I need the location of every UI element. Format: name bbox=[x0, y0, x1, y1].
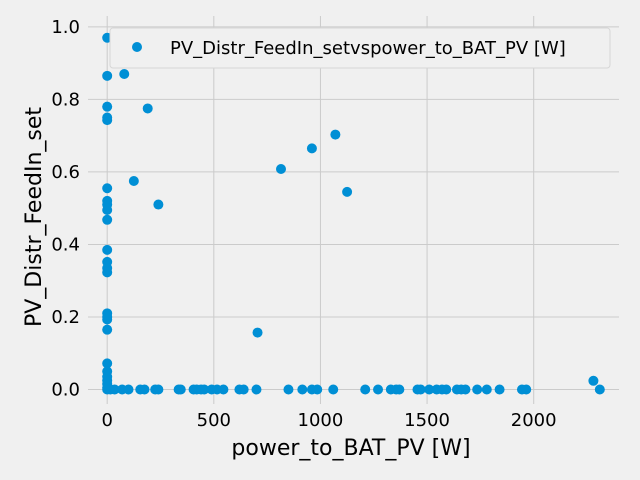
y-axis-label: PV_Distr_FeedIn_set bbox=[22, 107, 47, 327]
data-point bbox=[283, 384, 294, 395]
data-point bbox=[128, 175, 139, 186]
x-tick-label: 1500 bbox=[404, 410, 450, 431]
y-tick-label: 0.0 bbox=[51, 379, 80, 400]
data-point bbox=[251, 384, 262, 395]
data-point bbox=[218, 384, 229, 395]
data-point bbox=[153, 199, 164, 210]
data-point bbox=[102, 183, 113, 194]
data-point bbox=[306, 143, 317, 154]
y-tick-label: 0.6 bbox=[51, 162, 80, 183]
data-point bbox=[594, 384, 605, 395]
legend-marker bbox=[132, 42, 142, 52]
data-point bbox=[275, 164, 286, 175]
data-point bbox=[521, 384, 532, 395]
data-point bbox=[175, 384, 186, 395]
data-point bbox=[481, 384, 492, 395]
data-point bbox=[123, 384, 134, 395]
data-point bbox=[330, 129, 341, 140]
x-tick-label: 2000 bbox=[511, 410, 557, 431]
data-points bbox=[102, 32, 605, 395]
data-point bbox=[139, 384, 150, 395]
data-point bbox=[102, 358, 113, 369]
data-point bbox=[102, 101, 113, 112]
data-point bbox=[360, 384, 371, 395]
data-point bbox=[394, 384, 405, 395]
data-point bbox=[424, 384, 435, 395]
data-point bbox=[102, 324, 113, 335]
data-point bbox=[252, 327, 263, 338]
data-point bbox=[102, 244, 113, 255]
data-point bbox=[102, 214, 113, 225]
data-point bbox=[342, 186, 353, 197]
data-point bbox=[102, 314, 113, 325]
data-point bbox=[153, 384, 164, 395]
data-point bbox=[297, 384, 308, 395]
data-point bbox=[588, 375, 599, 386]
grid-lines bbox=[88, 16, 619, 404]
y-tick-label: 1.0 bbox=[51, 17, 80, 38]
data-point bbox=[415, 384, 426, 395]
data-point bbox=[373, 384, 384, 395]
data-point bbox=[328, 384, 339, 395]
y-tick-label: 0.4 bbox=[51, 234, 80, 255]
data-point bbox=[102, 205, 113, 215]
data-point bbox=[119, 69, 130, 80]
y-tick-label: 0.8 bbox=[51, 89, 80, 110]
y-tick-labels: 0.0 0.2 0.4 0.6 0.8 1.0 bbox=[51, 17, 80, 401]
data-point bbox=[102, 267, 113, 278]
data-point bbox=[102, 70, 113, 81]
data-point bbox=[472, 384, 483, 395]
data-point bbox=[312, 384, 323, 395]
plot-area bbox=[88, 16, 619, 404]
legend: PV_Distr_FeedIn_setvspower_to_BAT_PV [W] bbox=[109, 27, 611, 69]
x-tick-label: 500 bbox=[197, 410, 231, 431]
x-axis-label: power_to_BAT_PV [W] bbox=[231, 436, 470, 461]
x-tick-labels: 0 500 1000 1500 2000 bbox=[101, 410, 556, 431]
x-tick-label: 1000 bbox=[298, 410, 344, 431]
data-point bbox=[494, 384, 505, 395]
data-point bbox=[199, 384, 210, 395]
data-point bbox=[460, 384, 471, 395]
data-point bbox=[102, 115, 113, 126]
y-tick-label: 0.2 bbox=[51, 307, 80, 328]
legend-box bbox=[109, 27, 611, 69]
data-point bbox=[142, 103, 153, 114]
data-point bbox=[441, 384, 452, 395]
legend-label: PV_Distr_FeedIn_setvspower_to_BAT_PV [W] bbox=[170, 38, 566, 59]
data-point bbox=[109, 384, 120, 395]
x-tick-label: 0 bbox=[101, 410, 112, 431]
data-point bbox=[238, 384, 249, 395]
